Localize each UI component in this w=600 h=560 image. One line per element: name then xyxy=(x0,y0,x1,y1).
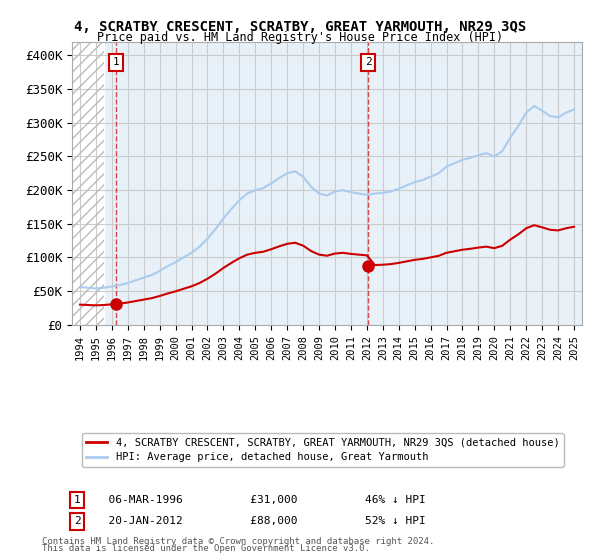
Bar xyxy=(72,42,104,325)
Legend: 4, SCRATBY CRESCENT, SCRATBY, GREAT YARMOUTH, NR29 3QS (detached house), HPI: Av: 4, SCRATBY CRESCENT, SCRATBY, GREAT YARM… xyxy=(82,433,563,466)
Text: 06-MAR-1996          £31,000          46% ↓ HPI: 06-MAR-1996 £31,000 46% ↓ HPI xyxy=(95,495,426,505)
Text: 4, SCRATBY CRESCENT, SCRATBY, GREAT YARMOUTH, NR29 3QS: 4, SCRATBY CRESCENT, SCRATBY, GREAT YARM… xyxy=(74,20,526,34)
Text: 1: 1 xyxy=(112,57,119,67)
Text: 2: 2 xyxy=(365,57,371,67)
Text: 2: 2 xyxy=(74,516,80,526)
Bar xyxy=(72,42,104,325)
Text: 1: 1 xyxy=(74,495,80,505)
Text: This data is licensed under the Open Government Licence v3.0.: This data is licensed under the Open Gov… xyxy=(42,544,370,553)
Text: Contains HM Land Registry data © Crown copyright and database right 2024.: Contains HM Land Registry data © Crown c… xyxy=(42,537,434,546)
Text: Price paid vs. HM Land Registry's House Price Index (HPI): Price paid vs. HM Land Registry's House … xyxy=(97,31,503,44)
Text: 20-JAN-2012          £88,000          52% ↓ HPI: 20-JAN-2012 £88,000 52% ↓ HPI xyxy=(95,516,426,526)
